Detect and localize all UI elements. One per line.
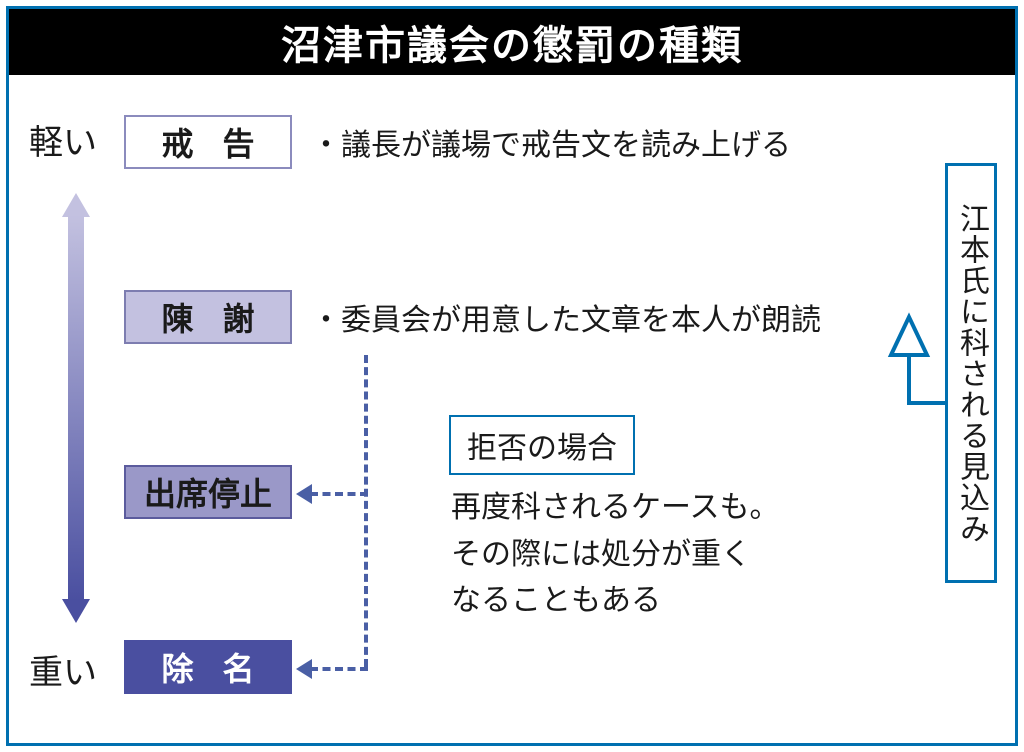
title-text: 沼津市議会の懲罰の種類 (281, 13, 743, 71)
punishment-desc-1: ・委員会が用意した文章を本人が朗読 (311, 300, 821, 342)
refuse-body-text: 再度科されるケースも。その際には処分が重くなることもある (451, 485, 780, 625)
dashed-horizontal-1 (310, 492, 368, 496)
severity-gradient-arrow (62, 193, 90, 623)
dashed-vertical (364, 355, 368, 667)
punishment-box-3: 除 名 (124, 640, 292, 694)
punishment-box-2: 出席停止 (124, 465, 292, 519)
title-bar: 沼津市議会の懲罰の種類 (9, 9, 1015, 75)
arrow-head-bottom (62, 599, 90, 623)
severity-light-label: 軽い (29, 115, 97, 164)
dashed-arrow-head-1 (296, 484, 312, 504)
content-area: 軽い 重い 戒 告・議長が議場で戒告文を読み上げる陳 謝・委員会が用意した文章を… (9, 75, 1015, 743)
severity-heavy-label: 重い (29, 645, 97, 694)
dashed-horizontal-2 (310, 667, 368, 671)
diagram-frame: 沼津市議会の懲罰の種類 軽い 重い 戒 告・議長が議場で戒告文を読み上げる陳 謝… (6, 6, 1018, 746)
arrow-head-top (62, 193, 90, 217)
callout-arrow (879, 145, 999, 425)
arrow-shaft (68, 215, 84, 601)
punishment-desc-0: ・議長が議場で戒告文を読み上げる (311, 125, 791, 167)
refuse-title-text: 拒否の場合 (467, 423, 617, 467)
punishment-box-0: 戒 告 (124, 115, 292, 169)
punishment-box-1: 陳 謝 (124, 290, 292, 344)
refuse-title-box: 拒否の場合 (449, 415, 635, 475)
dashed-arrow-head-2 (296, 659, 312, 679)
